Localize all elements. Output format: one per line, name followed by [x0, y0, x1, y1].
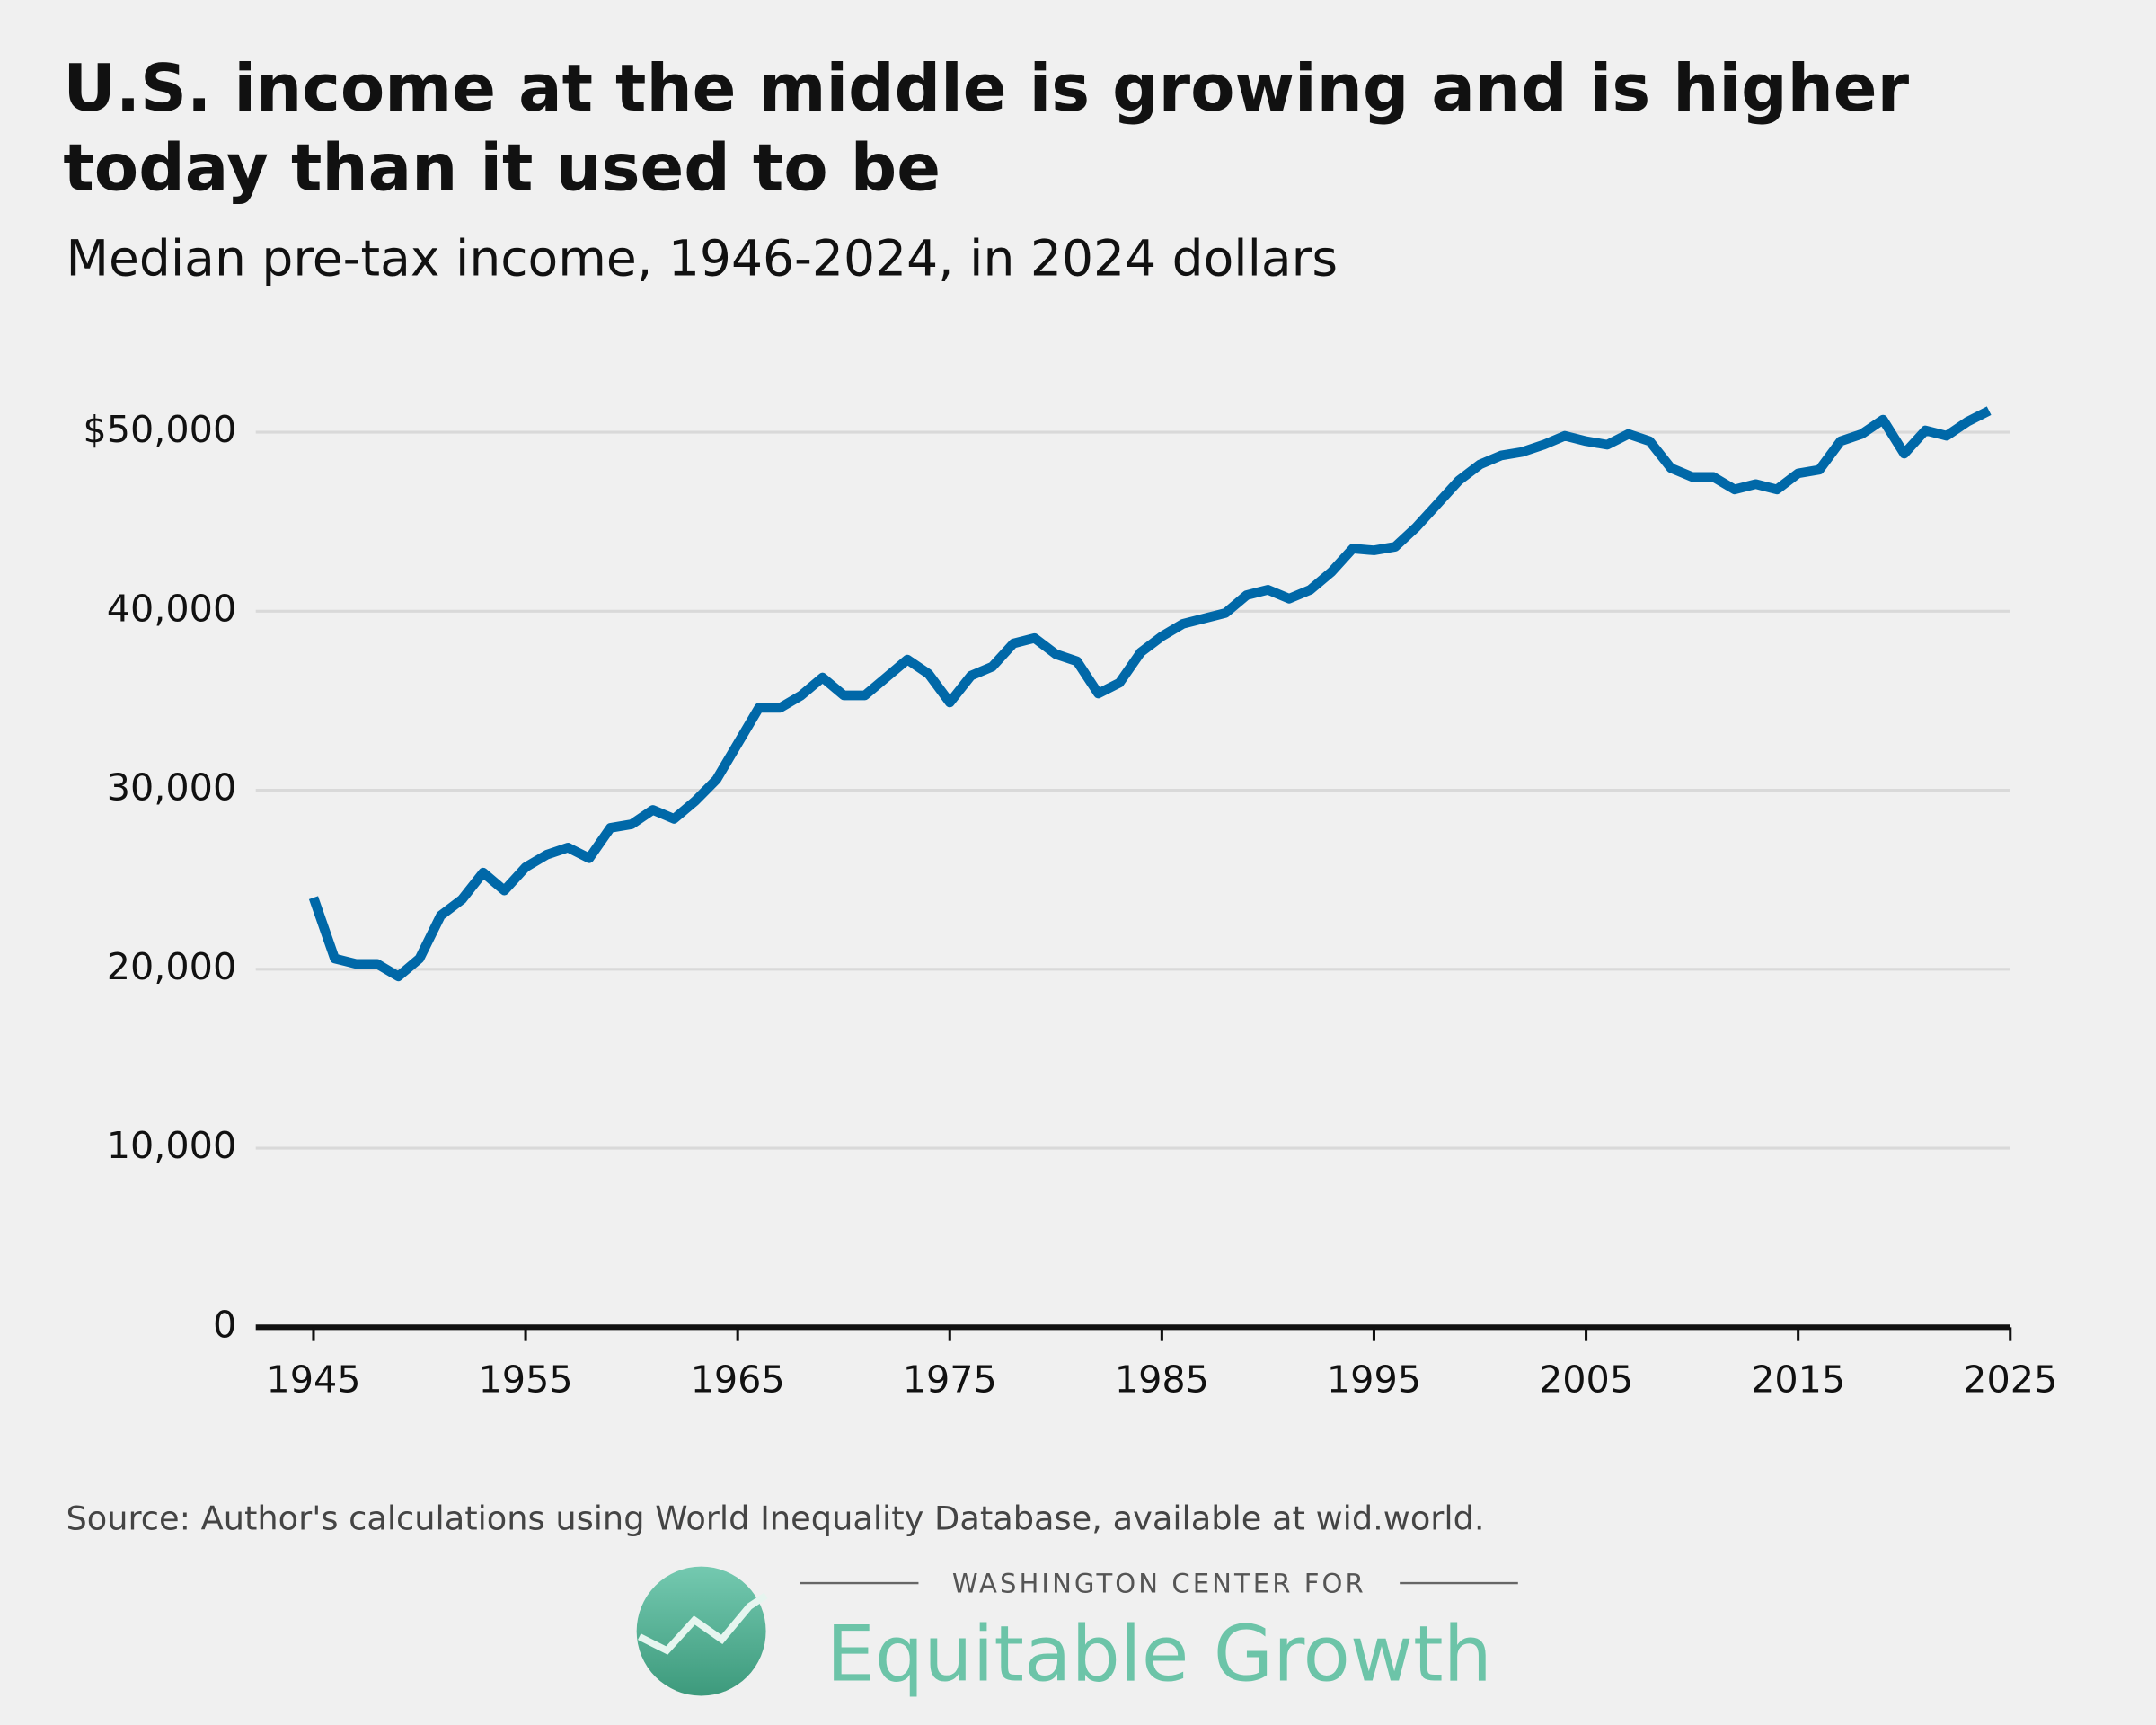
source-note: Source: Author's calculations using Worl…: [66, 1499, 1484, 1537]
x-tick-label: 2025: [1963, 1358, 2057, 1402]
logo-top: WASHINGTON CENTER FOR: [952, 1569, 1366, 1599]
x-tick-label: 1955: [479, 1358, 573, 1402]
x-tick-label: 2005: [1539, 1358, 1633, 1402]
x-tick-label: 2015: [1751, 1358, 1845, 1402]
logo-line: [638, 1592, 768, 1655]
x-tick-label: 1995: [1327, 1358, 1421, 1402]
x-tick-label: 1985: [1115, 1358, 1209, 1402]
chart-title: U.S. income at the middle is growing and…: [63, 50, 1910, 207]
x-tick-label: 1975: [903, 1358, 997, 1402]
title-box: U.S. income at the middle is growing and…: [63, 50, 1910, 207]
y-tick-label: 10,000: [107, 1124, 237, 1167]
x-tick-label: 1965: [691, 1358, 785, 1402]
data-line: [308, 406, 1992, 982]
logo: WASHINGTON CENTER FOR Equitable Growth: [636, 1566, 1518, 1700]
chart-subtitle: Median pre-tax income, 1946-2024, in 202…: [66, 229, 1338, 287]
y-tick-label: 40,000: [107, 587, 237, 630]
y-tick-label: $50,000: [83, 408, 236, 451]
y-tick-label: 30,000: [107, 766, 237, 809]
x-tick-label: 1945: [266, 1358, 360, 1402]
logo-circle: [636, 1566, 766, 1696]
y-tick-label: 20,000: [107, 945, 237, 988]
y-tick-label: 0: [213, 1303, 236, 1346]
logo-name: Equitable Growth: [826, 1610, 1492, 1700]
